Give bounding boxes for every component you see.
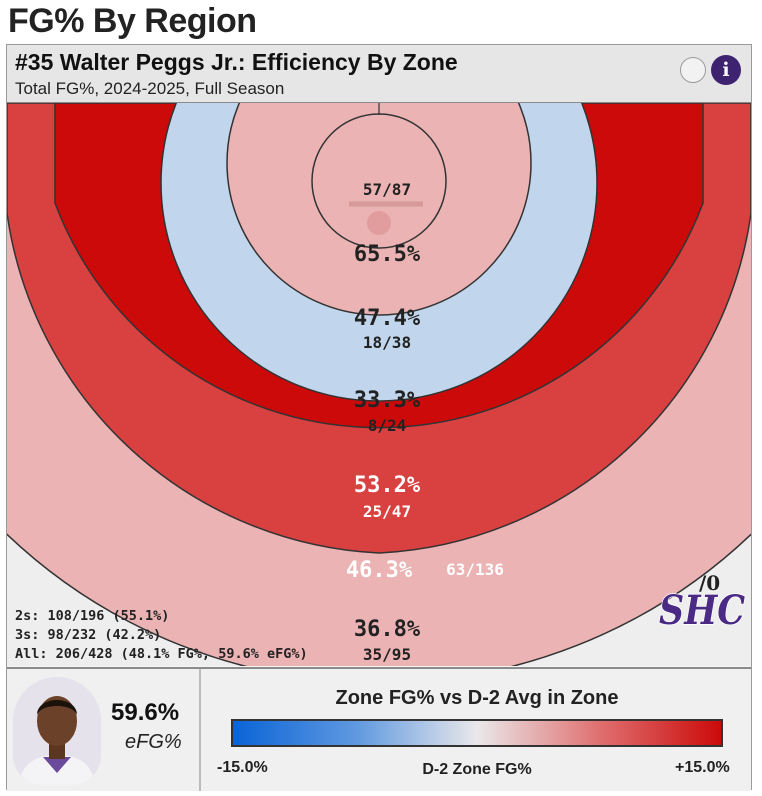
page-heading: FG% By Region	[8, 2, 257, 40]
legend-max-label: +15.0%	[675, 759, 730, 776]
corner-threes-made-att: 63/136	[446, 560, 504, 579]
toggle-circle-button[interactable]	[680, 57, 706, 83]
deep-threes-made-att: 35/95	[363, 645, 411, 664]
legend-color-bar	[231, 719, 723, 747]
shot-zone-chart: 57/87 65.5% 47.4% 18/38 33.3% 8/24 53.2%…	[7, 103, 751, 666]
shooting-totals: 2s: 108/196 (55.1%) 3s: 98/232 (42.2%) A…	[15, 607, 308, 664]
card-subtitle: Total FG%, 2024-2025, Full Season	[15, 79, 285, 98]
efficiency-card: #35 Walter Peggs Jr.: Efficiency By Zone…	[6, 44, 752, 791]
hoop	[367, 211, 391, 235]
corner-threes-pct: 46.3%	[346, 558, 413, 583]
paint-made-att: 18/38	[363, 333, 411, 352]
threes-total: 3s: 98/232 (42.2%)	[15, 627, 162, 643]
long-mid-made-att: 25/47	[363, 502, 411, 521]
short-mid-pct: 33.3%	[354, 388, 421, 413]
card-header: #35 Walter Peggs Jr.: Efficiency By Zone…	[7, 45, 751, 103]
efg-value: 59.6%	[111, 699, 180, 726]
info-icon[interactable]: i	[711, 55, 741, 85]
team-logo: /0 SHC	[658, 571, 746, 632]
legend-title: Zone FG% vs D-2 Avg in Zone	[335, 687, 619, 709]
legend-axis-label: D-2 Zone FG%	[422, 761, 532, 778]
logo-overlay-text: /0	[699, 571, 720, 595]
efg-label: eFG%	[125, 731, 182, 753]
logo-text: SHC	[659, 587, 745, 632]
twos-total: 2s: 108/196 (55.1%)	[15, 608, 170, 624]
player-avatar	[13, 677, 101, 785]
legend-min-label: -15.0%	[217, 759, 268, 776]
restricted-area-pct: 65.5%	[354, 242, 421, 267]
footer-panel: 59.6% eFG% Zone FG% vs D-2 Avg in Zone -…	[7, 667, 751, 791]
deep-threes-pct: 36.8%	[354, 617, 421, 642]
long-mid-pct: 53.2%	[354, 473, 421, 498]
paint-pct: 47.4%	[354, 306, 421, 331]
all-total: All: 206/428 (48.1% FG%, 59.6% eFG%)	[15, 646, 308, 662]
player-panel: 59.6% eFG%	[7, 669, 201, 791]
short-mid-made-att: 8/24	[368, 416, 407, 435]
restricted-area-made-att: 57/87	[363, 180, 411, 199]
card-title: #35 Walter Peggs Jr.: Efficiency By Zone	[15, 49, 458, 75]
